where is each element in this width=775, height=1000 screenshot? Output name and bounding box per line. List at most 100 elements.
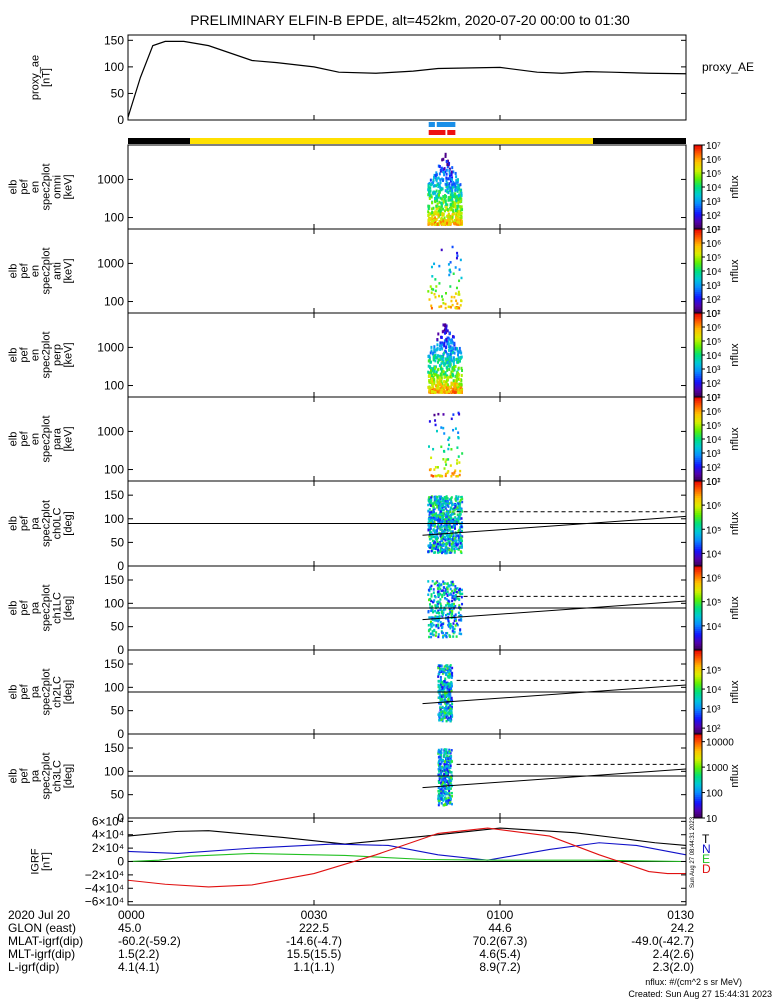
heatmap-cell xyxy=(444,773,447,777)
colorbar-segment xyxy=(694,704,702,708)
colorbar-tick-label: 10⁷ xyxy=(706,477,721,488)
heatmap-cell xyxy=(445,709,448,713)
colorbar-segment xyxy=(694,153,702,156)
heatmap-cell xyxy=(433,347,436,351)
heatmap-cell xyxy=(438,541,441,545)
heatmap-cell xyxy=(457,431,460,434)
colorbar-segment xyxy=(694,650,702,653)
colorbar-segment xyxy=(694,605,702,609)
colorbar-segment xyxy=(694,515,702,518)
colorbar-segment xyxy=(694,468,702,471)
colorbar-segment xyxy=(694,532,702,535)
heatmap-cell xyxy=(433,184,436,188)
heatmap-cell xyxy=(441,794,444,797)
heatmap-cell xyxy=(428,386,431,390)
colorbar-tick-label: 10⁴ xyxy=(706,435,721,446)
heatmap-cell xyxy=(458,268,461,271)
heatmap-cell xyxy=(458,413,461,416)
colorbar-segment xyxy=(694,580,702,584)
heatmap-cell xyxy=(447,682,450,686)
heatmap-cell xyxy=(432,508,435,511)
ylabel-line-4: para xyxy=(52,427,64,450)
heatmap-cell xyxy=(446,587,449,591)
colorbar-segment xyxy=(694,740,702,743)
heatmap-cell xyxy=(443,679,446,683)
xaxis-cell: 70.2(67.3) xyxy=(473,934,528,948)
colorbar-segment xyxy=(694,483,702,486)
heatmap-cell xyxy=(446,760,449,764)
heatmap-cell xyxy=(427,521,430,524)
heatmap-cell xyxy=(449,535,452,538)
colorbar-segment xyxy=(694,224,702,228)
heatmap-cell xyxy=(456,197,459,201)
heatmap-cell xyxy=(449,696,452,699)
heatmap-cell xyxy=(433,541,436,544)
heatmap-cell xyxy=(460,221,463,225)
heatmap-cell xyxy=(447,222,450,226)
heatmap-cell xyxy=(448,364,451,368)
heatmap-cell xyxy=(433,413,436,417)
heatmap-cell xyxy=(455,495,458,498)
heatmap-cell xyxy=(441,717,444,721)
heatmap-cell xyxy=(442,301,445,305)
ylabel-line-4: ch0LC xyxy=(52,508,64,540)
colorbar-segment xyxy=(694,639,702,643)
heatmap-cell xyxy=(438,770,441,773)
heatmap-cell xyxy=(448,548,451,552)
heatmap-cell xyxy=(430,635,433,639)
heatmap-cell xyxy=(439,181,442,185)
colorbar-segment xyxy=(694,203,702,207)
colorbar-segment xyxy=(694,748,702,752)
heatmap-cell xyxy=(428,192,431,196)
heatmap-cell xyxy=(452,537,455,541)
heatmap-cell xyxy=(448,776,451,780)
heatmap-cell xyxy=(444,371,447,375)
heatmap-cell xyxy=(449,525,452,528)
heatmap-cell xyxy=(452,380,455,384)
heatmap-cell xyxy=(440,685,443,689)
heatmap-cell xyxy=(428,366,431,370)
heatmap-cell xyxy=(441,497,444,500)
colorbar-tick-label: 10⁶ xyxy=(706,155,721,166)
heatmap-cell xyxy=(446,497,449,500)
colorbar-segment xyxy=(694,449,702,453)
colorbar-tick-label: 10³ xyxy=(706,449,721,460)
heatmap-cell xyxy=(452,622,455,625)
heatmap-cell xyxy=(450,519,453,523)
heatmap-cell xyxy=(447,619,450,623)
colorbar-segment xyxy=(694,359,702,362)
heatmap-cell xyxy=(437,780,440,783)
y-tick-label: 100 xyxy=(104,764,124,778)
heatmap-cell xyxy=(439,505,442,508)
heatmap-cell xyxy=(440,697,443,700)
heatmap-cell xyxy=(444,222,447,226)
heatmap-cell xyxy=(438,208,441,212)
heatmap-cell xyxy=(455,181,458,185)
colorbar-segment xyxy=(694,166,702,169)
heatmap-cell xyxy=(451,217,454,221)
heatmap-cell xyxy=(447,529,450,532)
heatmap-cell xyxy=(428,188,431,192)
heatmap-cell xyxy=(447,213,450,217)
heatmap-cell xyxy=(432,181,435,185)
heatmap-cell xyxy=(449,635,452,638)
heatmap-cell xyxy=(451,625,454,629)
colorbar-segment xyxy=(694,350,702,354)
heatmap-cell xyxy=(443,216,446,220)
heatmap-cell xyxy=(460,276,463,280)
ylabel-line-2: en xyxy=(30,433,42,445)
heatmap-cell xyxy=(448,436,451,440)
colorbar-segment xyxy=(694,201,702,205)
heatmap-cell xyxy=(452,518,455,522)
heatmap-cell xyxy=(460,495,463,499)
heatmap-cell xyxy=(434,634,437,637)
loss-cone-line xyxy=(422,768,687,789)
heatmap-cell xyxy=(435,518,438,522)
heatmap-cell xyxy=(446,165,449,169)
colorbar-segment xyxy=(694,279,702,282)
heatmap-cell xyxy=(445,202,448,206)
heatmap-cell xyxy=(440,248,443,252)
heatmap-cell xyxy=(434,512,437,516)
heatmap-cell xyxy=(433,390,436,394)
heatmap-cell xyxy=(445,458,448,461)
